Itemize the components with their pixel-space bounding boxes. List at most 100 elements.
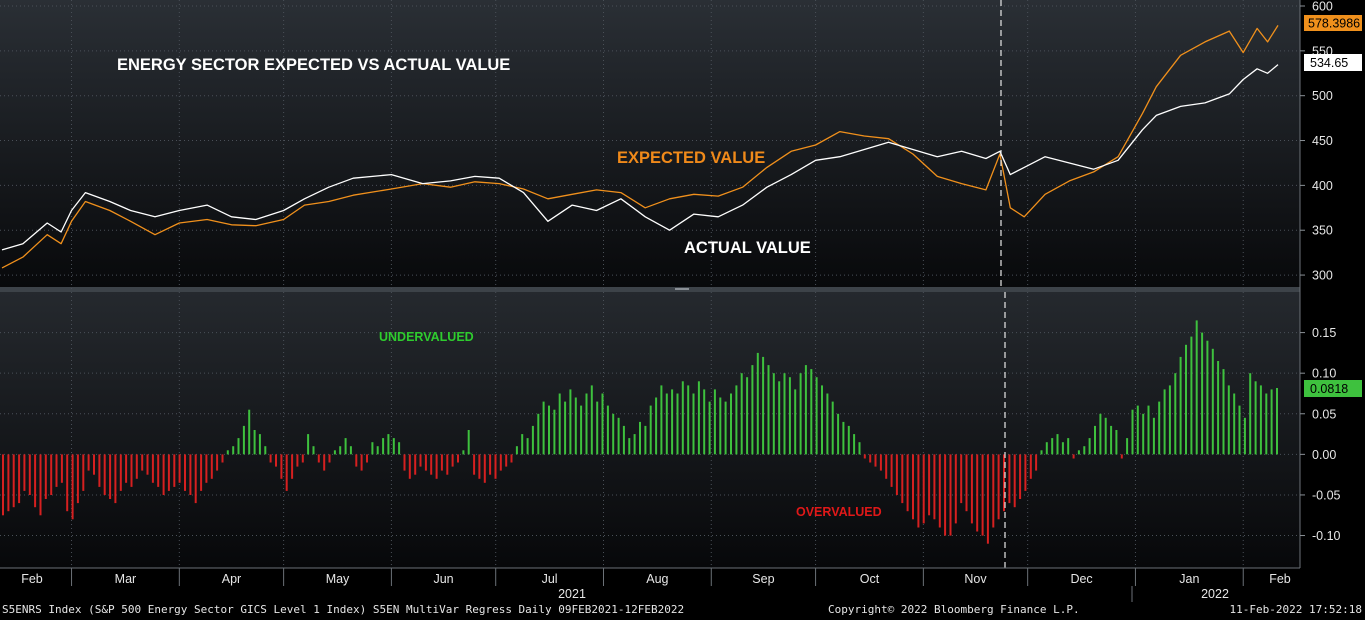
x-tick-label: Feb	[1269, 572, 1291, 586]
divider-handle[interactable]	[675, 288, 689, 290]
undervalued-bar	[858, 442, 861, 455]
undervalued-bar	[258, 434, 261, 455]
overvalued-bar	[505, 454, 508, 467]
overvalued-bar	[912, 454, 914, 520]
undervalued-bar	[344, 438, 347, 455]
overvalued-bar	[130, 454, 133, 487]
undervalued-bar	[264, 446, 267, 455]
overvalued-bar	[863, 454, 866, 459]
y-tick-label-top: 400	[1312, 179, 1333, 193]
overvalued-bar	[954, 454, 957, 524]
overvalued-bar	[430, 454, 433, 475]
undervalued-bar	[253, 430, 256, 455]
actual-last-value-tag: 534.65	[1304, 54, 1362, 71]
undervalued-bar	[826, 393, 829, 455]
overvalued-bar	[18, 454, 21, 504]
undervalued-bar	[1270, 389, 1273, 455]
overvalued-bar	[970, 454, 973, 524]
undervalued-bar	[1179, 356, 1182, 455]
undervalued-bar	[1056, 434, 1059, 455]
undervalued-bar	[312, 446, 315, 455]
overvalued-bar	[200, 454, 203, 491]
overvalued-bar	[446, 454, 449, 475]
overvalued-bar	[510, 454, 513, 463]
overvalued-bar	[906, 454, 909, 512]
y-tick-label-bottom: -0.10	[1312, 529, 1341, 543]
undervalued-bar	[371, 442, 374, 455]
undervalued-bar	[794, 389, 797, 455]
top-gridlines	[0, 5, 1300, 276]
undervalued-bar	[537, 413, 540, 455]
overvalued-bar	[949, 454, 952, 536]
undervalued-bar	[639, 421, 641, 455]
undervalued-bar	[751, 365, 754, 455]
overvalued-bar	[1008, 454, 1011, 504]
undervalued-bar	[1088, 438, 1091, 455]
undervalued-bar	[349, 446, 352, 455]
undervalued-bar	[612, 413, 615, 455]
bar-last-value-tag: 0.0818	[1304, 380, 1362, 397]
overvalued-bar	[1029, 454, 1032, 479]
undervalued-bar	[1045, 442, 1048, 455]
overvalued-bar	[103, 454, 106, 495]
overvalued-bar	[280, 454, 283, 479]
bottom-y-axis: -0.10 -0.05 0.00 0.05 0.10 0.15	[1300, 326, 1341, 543]
y-tick-label-top: 300	[1312, 269, 1333, 283]
overvalued-bar	[269, 454, 272, 463]
x-tick-label: Jan	[1179, 572, 1199, 586]
overvalued-bar	[960, 454, 963, 504]
undervalued-bar	[633, 434, 636, 455]
overvalued-bar	[216, 454, 219, 471]
undervalued-bar	[622, 425, 625, 455]
panel-divider[interactable]	[0, 287, 1300, 292]
y-tick-label-bottom: 0.05	[1312, 407, 1336, 421]
undervalued-bar	[1249, 373, 1252, 455]
undervalued-bar	[746, 377, 749, 455]
undervalued-bar	[462, 450, 465, 455]
overvalued-bar	[976, 454, 979, 532]
actual-value-line	[1, 64, 1279, 251]
undervalued-bar	[1131, 409, 1134, 455]
overvalued-bar	[323, 454, 326, 471]
undervalued-bar	[831, 401, 834, 455]
undervalued-bar	[1174, 373, 1177, 455]
undervalued-bar	[1254, 381, 1257, 455]
overvalued-bar	[355, 454, 358, 467]
overvalued-bar	[119, 454, 122, 491]
undervalued-bar	[569, 389, 572, 455]
overvalued-bar	[965, 454, 968, 512]
undervalued-bar	[1259, 385, 1262, 455]
undervalued-bar	[778, 381, 781, 455]
overvalued-bar	[890, 454, 893, 487]
undervalued-bar	[783, 373, 786, 455]
undervalued-bar	[1104, 417, 1107, 455]
undervalued-bar	[730, 393, 732, 455]
undervalued-bar	[649, 405, 652, 455]
undervalued-bar	[606, 405, 609, 455]
overvalued-bar	[328, 454, 331, 463]
bottom-gridlines	[0, 332, 1300, 537]
footer-copyright: Copyright© 2022 Bloomberg Finance L.P.	[828, 603, 1080, 616]
undervalued-bar	[762, 356, 765, 455]
undervalued-bar	[788, 377, 791, 455]
undervalued-bar	[847, 425, 850, 455]
undervalued-bar	[660, 385, 663, 455]
bar-last-value: 0.0818	[1310, 382, 1348, 396]
overvalued-bar	[135, 454, 138, 479]
overvalued-bar	[12, 454, 15, 508]
actual-value-label: ACTUAL VALUE	[684, 239, 811, 257]
undervalued-bar	[708, 401, 711, 455]
undervalued-bar	[703, 389, 706, 455]
undervalued-label: UNDERVALUED	[379, 330, 474, 344]
x-tick-label: May	[326, 572, 350, 586]
footer-bar: S5ENRS Index (S&P 500 Energy Sector GICS…	[0, 602, 1365, 620]
x-tick-label: Apr	[222, 572, 241, 586]
overvalued-bar	[1019, 454, 1022, 499]
undervalued-bar	[735, 385, 738, 455]
undervalued-bar	[1067, 438, 1070, 455]
y-tick-label-top: 350	[1312, 224, 1333, 238]
overvalued-bar	[125, 454, 128, 483]
overvalued-bar	[494, 454, 497, 479]
undervalued-bar	[1158, 401, 1161, 455]
undervalued-bar	[1227, 385, 1230, 455]
